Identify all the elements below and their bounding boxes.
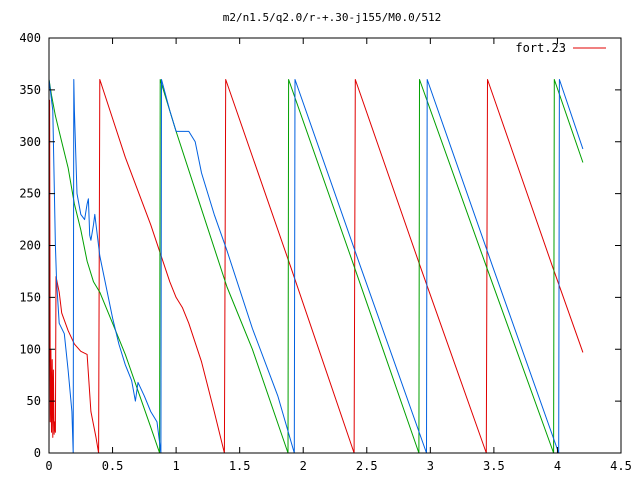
series-line-3	[48, 79, 584, 454]
x-tick-label: 1.5	[229, 459, 251, 473]
x-tick-label: 4.5	[610, 459, 632, 473]
y-tick-label: 400	[19, 31, 41, 45]
x-tick-label: 4	[554, 459, 561, 473]
series-line-2	[48, 79, 584, 454]
x-tick-label: 1	[172, 459, 179, 473]
series-line-fort23	[48, 79, 584, 454]
axis-layer: 0 0.5 1 1.5 2 2.5 3 3.5 4 4.5 0 50 100 150 200 250 300 35…	[19, 31, 632, 473]
y-tick-label: 250	[19, 187, 41, 201]
legend-label-fort23: fort.23	[515, 41, 566, 55]
y-tick-label: 200	[19, 239, 41, 253]
x-tick-label: 0.5	[102, 459, 124, 473]
y-tick-label: 100	[19, 342, 41, 356]
y-tick-label: 300	[19, 135, 41, 149]
x-tick-label: 3	[427, 459, 434, 473]
y-tick-label: 0	[34, 446, 41, 460]
x-tick-label: 3.5	[483, 459, 505, 473]
series-layer	[48, 79, 584, 454]
legend: fort.23	[515, 41, 606, 55]
y-tick-label: 50	[27, 394, 41, 408]
plot-frame	[48, 37, 622, 454]
y-tick-label: 350	[19, 83, 41, 97]
x-tick-label: 2.5	[356, 459, 378, 473]
x-tick-label: 0	[45, 459, 52, 473]
y-tick-label: 150	[19, 290, 41, 304]
chart-title: m2/n1.5/q2.0/r-+.30-j155/M0.0/512	[223, 11, 442, 24]
x-tick-label: 2	[300, 459, 307, 473]
